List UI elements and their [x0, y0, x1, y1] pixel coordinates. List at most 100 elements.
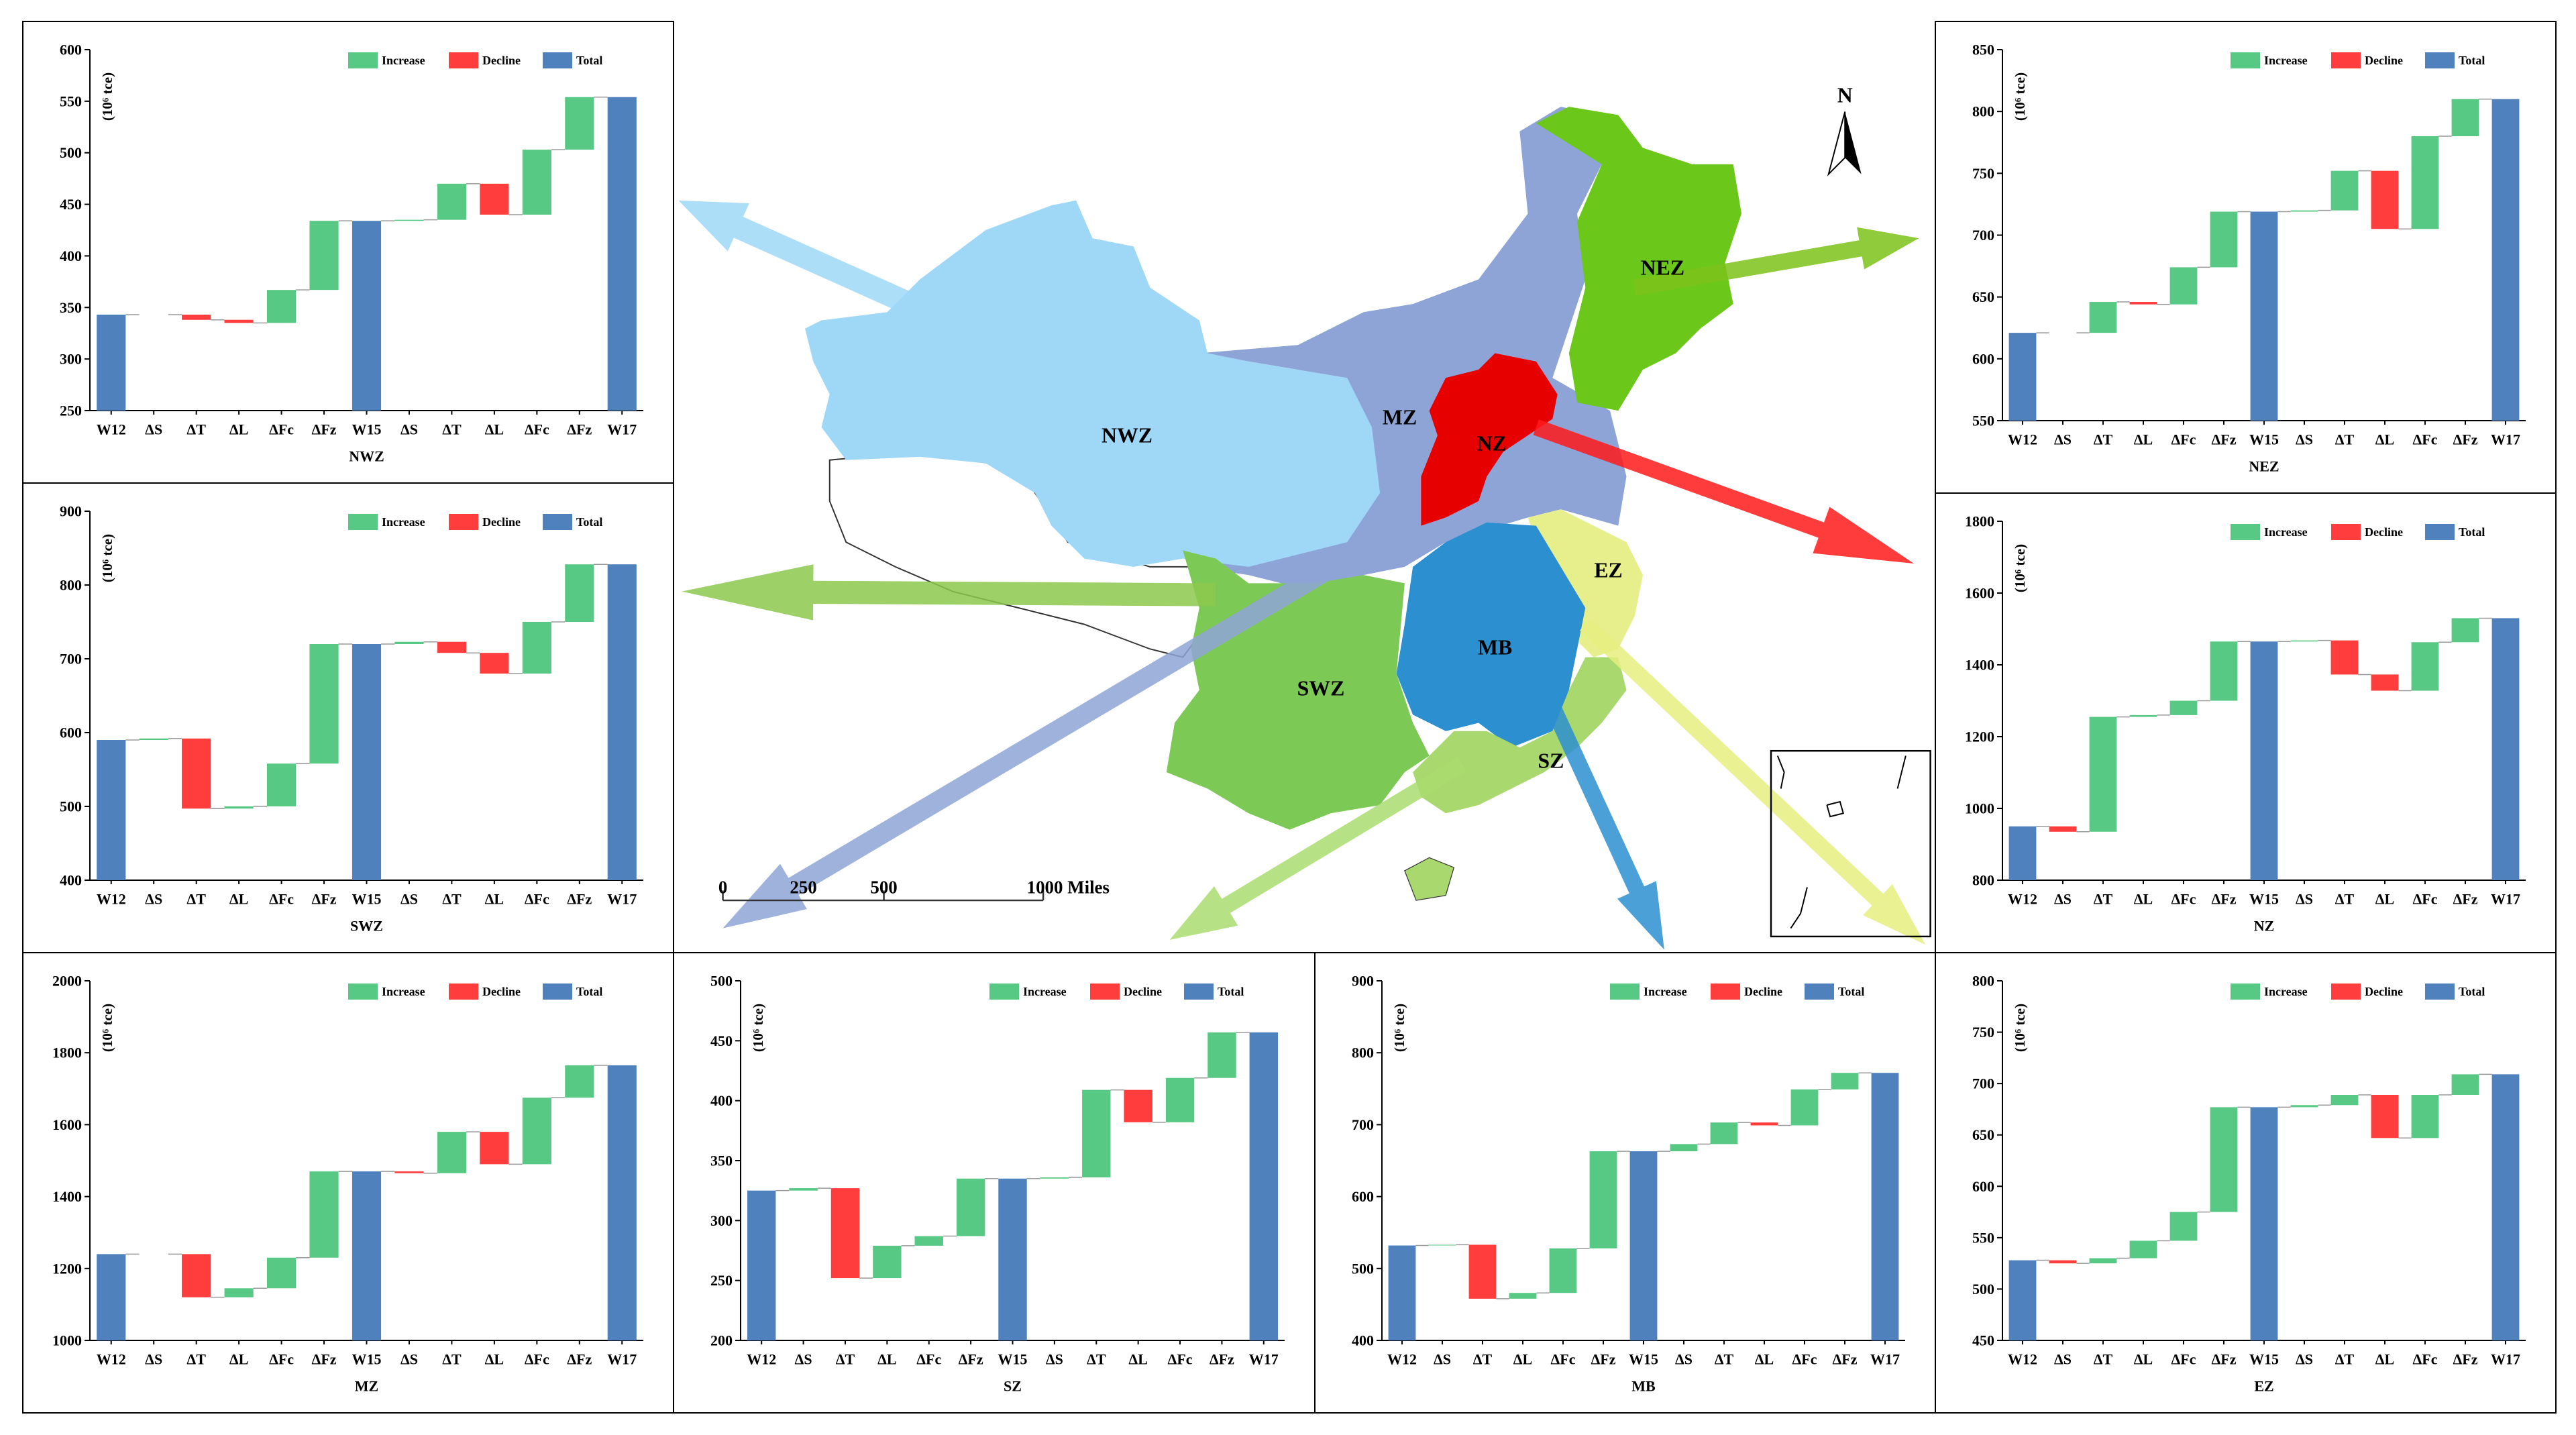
bar — [2049, 826, 2077, 832]
x-tick-label: ΔFz — [567, 421, 592, 438]
x-tick-label: ΔFc — [2171, 891, 2196, 908]
y-tick-label: 450 — [1972, 1332, 1994, 1349]
arrow — [682, 564, 1216, 621]
bar — [1428, 1244, 1456, 1246]
y-tick-label: 1000 — [1965, 800, 1994, 817]
bar — [2210, 1107, 2238, 1212]
scale-label: 0 — [718, 877, 727, 897]
bar — [394, 641, 424, 644]
x-tick-label: ΔT — [186, 1351, 206, 1368]
y-axis-label: (10⁶ tce) — [2012, 72, 2028, 121]
region-label: MB — [1478, 635, 1512, 659]
bar — [2129, 302, 2157, 305]
x-tick-label: ΔL — [485, 1351, 504, 1368]
x-tick-label: ΔT — [1715, 1351, 1734, 1368]
x-tick-label: ΔT — [1473, 1351, 1493, 1368]
bar — [2411, 136, 2439, 229]
y-tick-label: 500 — [710, 973, 733, 990]
y-axis-label: (10⁶ tce) — [99, 72, 115, 121]
x-tick-label: ΔS — [1046, 1351, 1063, 1368]
bar — [97, 1254, 126, 1340]
y-axis-label: (10⁶ tce) — [99, 1004, 115, 1052]
y-tick-label: 500 — [60, 798, 82, 815]
x-tick-label: ΔL — [485, 421, 504, 438]
x-tick-label: ΔS — [1434, 1351, 1451, 1368]
legend-label: Total — [2459, 985, 2485, 998]
bar — [1082, 1089, 1111, 1178]
legend-swatch — [2331, 52, 2361, 68]
legend-label: Increase — [2264, 54, 2308, 67]
x-axis-label: MB — [1631, 1378, 1656, 1395]
legend-label: Decline — [1124, 985, 1162, 998]
x-tick-label: W17 — [2491, 1351, 2520, 1368]
x-tick-label: W15 — [1629, 1351, 1658, 1368]
y-tick-label: 850 — [1972, 42, 1994, 58]
bar — [309, 644, 339, 764]
x-tick-label: ΔS — [2054, 431, 2072, 448]
legend-swatch — [2331, 984, 2361, 1000]
bar — [2330, 640, 2359, 675]
x-tick-label: ΔFc — [1168, 1351, 1193, 1368]
x-tick-label: ΔL — [1513, 1351, 1532, 1368]
y-tick-label: 2000 — [52, 973, 82, 990]
region-label: EZ — [1594, 558, 1622, 582]
x-tick-label: ΔT — [2335, 891, 2355, 908]
x-axis-label: EZ — [2254, 1378, 2273, 1395]
legend-label: Decline — [2365, 525, 2403, 539]
x-tick-label: W15 — [998, 1351, 1028, 1368]
arrow — [1169, 757, 1466, 940]
legend-label: Total — [2459, 54, 2485, 67]
y-tick-label: 500 — [1972, 1281, 1994, 1297]
x-tick-label: ΔFz — [959, 1351, 983, 1368]
y-tick-label: 600 — [60, 42, 82, 58]
bar — [182, 738, 211, 809]
bar — [2330, 1094, 2359, 1106]
bar — [2411, 642, 2439, 691]
y-tick-label: 800 — [60, 577, 82, 594]
bar — [437, 1132, 466, 1173]
x-tick-label: W15 — [2249, 431, 2279, 448]
x-tick-label: ΔS — [1675, 1351, 1693, 1368]
y-axis-label: (10⁶ tce) — [2012, 1004, 2028, 1052]
bar — [2169, 267, 2198, 305]
legend-label: Increase — [382, 985, 425, 998]
bar — [914, 1236, 943, 1246]
legend-swatch — [1090, 984, 1120, 1000]
legend-label: Total — [1218, 985, 1244, 998]
bar — [2290, 1105, 2318, 1108]
x-tick-label: ΔT — [442, 891, 462, 908]
region-sz-island — [1404, 857, 1455, 901]
x-tick-label: ΔT — [442, 421, 462, 438]
x-tick-label: ΔS — [795, 1351, 812, 1368]
bar — [2049, 1260, 2077, 1264]
y-tick-label: 700 — [60, 651, 82, 668]
x-tick-label: ΔFz — [312, 891, 337, 908]
bar — [352, 644, 382, 880]
region-label: NZ — [1477, 432, 1507, 456]
bar — [2129, 1240, 2157, 1259]
bar — [1790, 1089, 1819, 1126]
arrow — [1579, 618, 1926, 945]
region-nwz — [805, 200, 1381, 567]
bar — [1208, 1032, 1236, 1078]
x-tick-label: ΔT — [836, 1351, 855, 1368]
x-tick-label: W17 — [2491, 431, 2520, 448]
panel-frame — [1935, 492, 2557, 953]
y-tick-label: 550 — [60, 93, 82, 109]
bar — [1629, 1151, 1658, 1340]
y-tick-label: 1600 — [1965, 585, 1994, 602]
inset-islands — [1896, 755, 1907, 789]
bar — [2491, 618, 2520, 880]
x-tick-label: W17 — [2491, 891, 2520, 908]
x-tick-label: W12 — [2008, 1351, 2037, 1368]
bar — [830, 1188, 860, 1279]
legend-label: Total — [2459, 525, 2485, 539]
x-tick-label: ΔS — [145, 1351, 162, 1368]
y-tick-label: 450 — [710, 1032, 733, 1049]
bar — [2451, 618, 2479, 643]
x-tick-label: ΔFc — [1792, 1351, 1817, 1368]
x-tick-label: ΔS — [400, 421, 418, 438]
y-axis-label: (10⁶ tce) — [750, 1004, 766, 1052]
legend-swatch — [1184, 984, 1214, 1000]
bar — [1750, 1122, 1778, 1126]
